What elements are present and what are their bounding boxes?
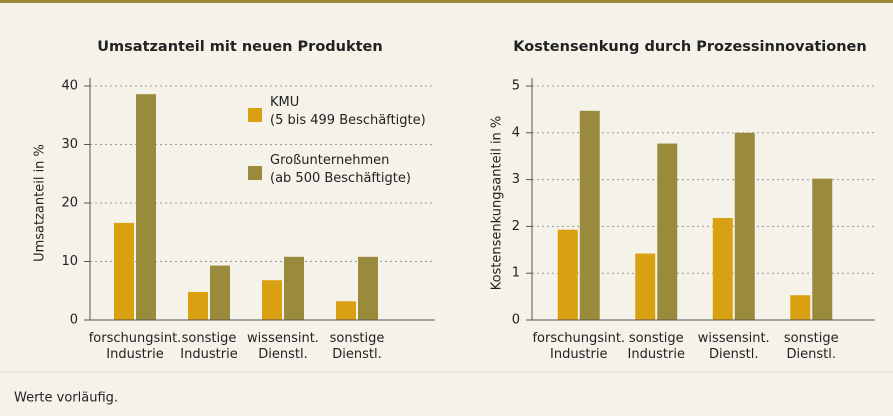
legend-label-line: (5 bis 499 Beschäftigte)	[270, 113, 426, 128]
y-tick-label: 0	[512, 313, 520, 328]
y-tick-label: 3	[512, 172, 520, 187]
legend-label: KMU (5 bis 499 Beschäftigte)	[270, 95, 426, 128]
x-tick-label: sonstige Dienstl.	[330, 331, 385, 362]
y-tick-label: 4	[512, 125, 520, 140]
x-tick-label: forschungsint. Industrie	[89, 331, 182, 362]
bar	[262, 280, 282, 320]
bar	[734, 132, 755, 320]
y-tick-label: 20	[61, 196, 78, 211]
legend-swatch	[248, 166, 262, 180]
chart-title: Umsatzanteil mit neuen Produkten	[97, 39, 382, 55]
x-tick-label-line: Dienstl.	[258, 347, 307, 362]
bar	[210, 265, 230, 320]
x-tick-label: wissensint. Dienstl.	[698, 331, 770, 362]
legend-label-line: Großunternehmen	[270, 153, 389, 168]
y-tick-label: 0	[70, 313, 78, 328]
y-axis-label: Umsatzanteil in %	[33, 144, 48, 262]
y-axis-label: Kostensenkungsanteil in %	[490, 116, 505, 291]
bar	[336, 301, 356, 320]
y-tick-label: 30	[61, 137, 78, 152]
bar	[812, 178, 833, 320]
y-tick-label: 1	[512, 266, 520, 281]
x-tick-label-line: Industrie	[628, 347, 685, 362]
bar	[358, 256, 378, 320]
x-tick-label-line: wissensint.	[698, 331, 770, 346]
bar	[635, 253, 656, 320]
x-tick-label-line: Dienstl.	[787, 347, 836, 362]
bar	[188, 291, 208, 320]
bar	[114, 222, 134, 320]
bar	[712, 217, 733, 320]
x-tick-label-line: sonstige	[784, 331, 839, 346]
x-tick-label-line: sonstige	[629, 331, 684, 346]
y-tick-label: 10	[61, 254, 78, 269]
bar	[790, 295, 811, 320]
legend-label-line: KMU	[270, 95, 299, 110]
x-tick-label-line: Dienstl.	[709, 347, 758, 362]
bar	[579, 110, 600, 320]
legend-label-line: (ab 500 Beschäftigte)	[270, 171, 411, 186]
x-tick-label: sonstige Industrie	[180, 331, 237, 362]
x-tick-label: sonstige Industrie	[628, 331, 685, 362]
y-tick-label: 5	[512, 79, 520, 94]
x-tick-label-line: wissensint.	[247, 331, 319, 346]
y-tick-label: 2	[512, 219, 520, 234]
x-tick-label-line: sonstige	[182, 331, 237, 346]
x-tick-label: wissensint. Dienstl.	[247, 331, 319, 362]
bar	[136, 94, 156, 320]
x-tick-label-line: Industrie	[106, 347, 163, 362]
x-tick-label-line: Industrie	[550, 347, 607, 362]
bar	[657, 143, 678, 320]
legend-swatch	[248, 108, 262, 122]
x-tick-label-line: forschungsint.	[89, 331, 182, 346]
y-tick-label: 40	[61, 79, 78, 94]
bar	[284, 256, 304, 320]
x-tick-label-line: Dienstl.	[332, 347, 381, 362]
x-tick-label: forschungsint. Industrie	[532, 331, 625, 362]
chart-title: Kostensenkung durch Prozessinnovationen	[513, 39, 866, 55]
x-tick-label-line: forschungsint.	[532, 331, 625, 346]
x-tick-label-line: sonstige	[330, 331, 385, 346]
bar	[557, 229, 578, 320]
x-tick-label: sonstige Dienstl.	[784, 331, 839, 362]
top-border	[0, 0, 893, 3]
x-tick-label-line: Industrie	[180, 347, 237, 362]
note: Werte vorläufig.	[14, 391, 118, 406]
legend-label: Großunternehmen (ab 500 Beschäftigte)	[270, 153, 411, 186]
